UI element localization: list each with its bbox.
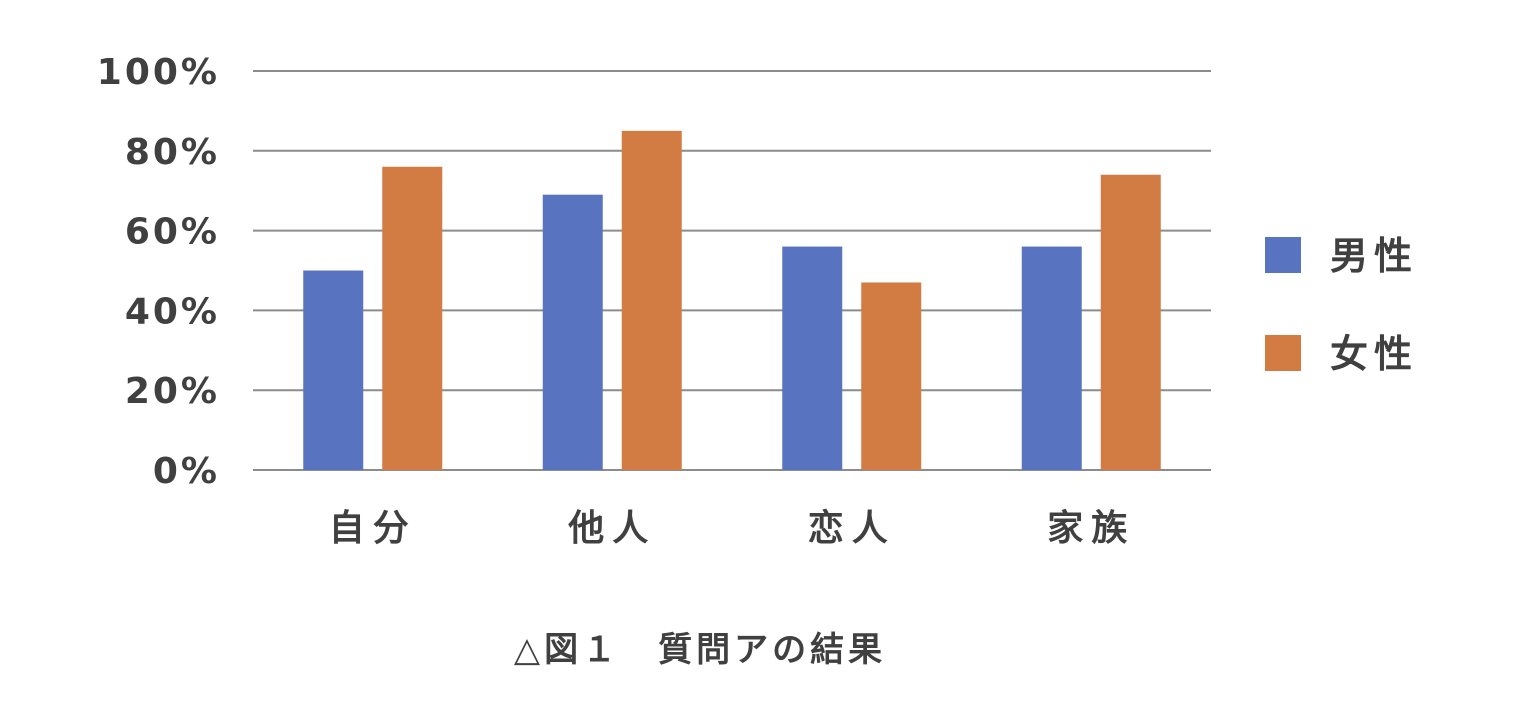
bar bbox=[1021, 246, 1082, 470]
legend-swatch bbox=[1265, 237, 1301, 273]
legend-swatch bbox=[1265, 335, 1301, 371]
bar bbox=[782, 246, 843, 470]
bar bbox=[542, 194, 603, 470]
x-tick-label: 自分 bbox=[329, 508, 417, 549]
x-tick-label: 恋人 bbox=[808, 507, 896, 549]
figure-caption: △図１ 質問アの結果 bbox=[513, 630, 887, 670]
bar bbox=[621, 130, 682, 470]
y-tick-label: 20% bbox=[125, 371, 220, 412]
legend-label: 男性 bbox=[1330, 234, 1418, 278]
y-tick-label: 60% bbox=[125, 212, 220, 253]
bar bbox=[382, 166, 443, 470]
x-tick-label: 他人 bbox=[567, 508, 656, 549]
bar bbox=[861, 282, 922, 470]
y-tick-label: 0% bbox=[153, 451, 220, 492]
bar bbox=[1100, 174, 1161, 471]
y-tick-label: 80% bbox=[125, 132, 220, 173]
legend-label: 女性 bbox=[1330, 332, 1418, 376]
x-tick-label: 家族 bbox=[1047, 508, 1135, 549]
y-tick-label: 100% bbox=[97, 52, 220, 93]
y-tick-label: 40% bbox=[125, 291, 220, 332]
bar bbox=[303, 270, 364, 470]
